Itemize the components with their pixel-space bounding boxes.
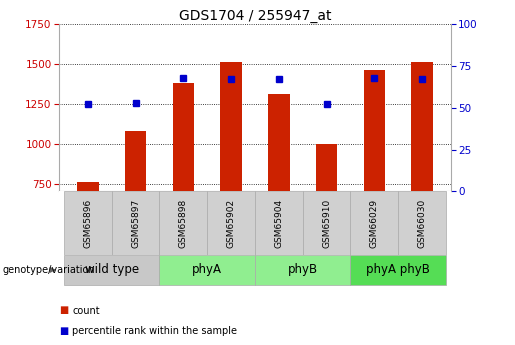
Bar <box>303 191 350 255</box>
Bar <box>350 191 398 255</box>
Text: ■: ■ <box>59 306 68 315</box>
Text: GSM65902: GSM65902 <box>227 199 235 248</box>
Text: GSM66029: GSM66029 <box>370 199 379 248</box>
Title: GDS1704 / 255947_at: GDS1704 / 255947_at <box>179 9 331 23</box>
Bar <box>398 191 446 255</box>
Bar <box>173 83 194 191</box>
Text: GSM65898: GSM65898 <box>179 199 188 248</box>
Bar <box>268 94 289 191</box>
Text: GSM65910: GSM65910 <box>322 199 331 248</box>
Text: percentile rank within the sample: percentile rank within the sample <box>72 326 237 336</box>
Bar <box>255 255 350 285</box>
Bar <box>64 191 112 255</box>
Text: GSM65896: GSM65896 <box>83 199 92 248</box>
Text: GSM65897: GSM65897 <box>131 199 140 248</box>
Bar <box>64 255 160 285</box>
Bar <box>125 131 146 191</box>
Text: phyA: phyA <box>192 264 222 276</box>
Bar <box>207 191 255 255</box>
Bar <box>411 62 433 191</box>
Bar <box>350 255 446 285</box>
Text: GSM66030: GSM66030 <box>418 199 426 248</box>
Text: GSM65904: GSM65904 <box>274 199 283 248</box>
Bar <box>220 62 242 191</box>
Bar <box>316 144 337 191</box>
Text: genotype/variation: genotype/variation <box>3 265 95 275</box>
Bar <box>364 70 385 191</box>
Bar <box>112 191 160 255</box>
Bar <box>160 191 207 255</box>
Bar <box>77 182 98 191</box>
Text: phyB: phyB <box>287 264 318 276</box>
Text: ■: ■ <box>59 326 68 336</box>
Text: wild type: wild type <box>84 264 139 276</box>
Text: count: count <box>72 306 100 315</box>
Bar <box>255 191 303 255</box>
Text: phyA phyB: phyA phyB <box>366 264 430 276</box>
Bar <box>160 255 255 285</box>
